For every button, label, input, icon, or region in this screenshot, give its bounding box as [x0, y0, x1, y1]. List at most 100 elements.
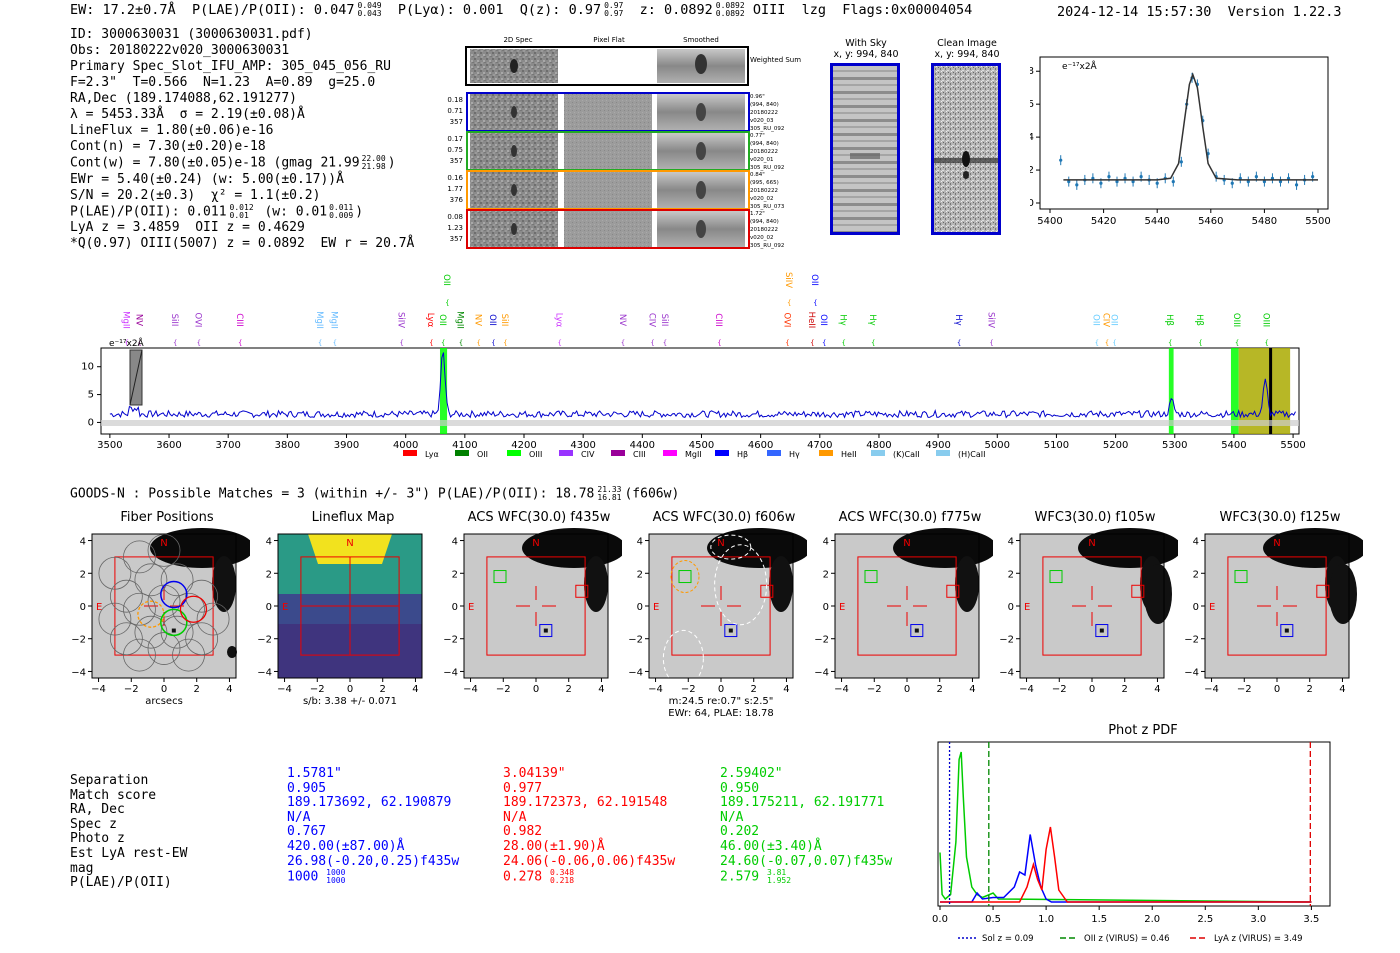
- legend-swatch: [936, 450, 950, 456]
- cutout-ytick-label: −4: [999, 667, 1014, 678]
- candidate-plae-range: 1000 1000: [326, 869, 345, 885]
- fiber-position: [196, 602, 230, 636]
- zoom-data-point: [1107, 175, 1111, 179]
- cutout-ytick-label: 4: [823, 537, 829, 548]
- cutout-panel: ACS WFC(30.0) f606w N E −4 −4 −2 −2 0 0 2 2 4 4 m:24.…: [627, 510, 807, 725]
- info-fwhm: F=2.3" T=0.566 N=1.23 A=0.89 g=25.0: [70, 75, 376, 90]
- candidate-value: 189.173692, 62.190879: [287, 795, 452, 811]
- candidate-value: 28.00(±1.90)Å: [503, 838, 605, 854]
- photz-xtick-label: 1.5: [1091, 914, 1107, 925]
- match-red: [1316, 584, 1330, 598]
- cutout-xtick-label: −4: [834, 684, 849, 695]
- cutout-panel: Lineflux Map N E −4 −4 −2 −2 0 0 2 2 4 4 s/b: 3.38 +/…: [256, 510, 436, 725]
- cutout-ytick-label: 0: [1008, 602, 1014, 613]
- spectral-line-label: OII: [809, 274, 819, 286]
- fiber-position: [160, 563, 194, 597]
- east-marker: E: [839, 602, 845, 613]
- cutout-ytick-label: 0: [637, 602, 643, 613]
- spectral-line-label: Hγ: [867, 314, 877, 325]
- match-red: [1131, 584, 1145, 598]
- north-marker: N: [160, 538, 167, 549]
- photz-plot: 0.0 0.5 1.0 1.5 2.0 2.5 3.0 3.5 Sol z = 0.09 OII…: [932, 741, 1331, 944]
- match-green: [1049, 570, 1063, 584]
- spectral-line-label: SiII: [659, 314, 669, 327]
- cutout-xtick-label: −4: [1019, 684, 1034, 695]
- spectral-line-label: OII: [818, 314, 828, 326]
- legend-label: MgII: [685, 450, 702, 459]
- candidate-value: 0.202: [720, 824, 760, 840]
- full-ytick-label: 10: [81, 362, 94, 373]
- spectral-line-label: HeII: [806, 312, 816, 329]
- info-sn: S/N = 20.2(±0.3) χ² = 1.1(±0.2): [70, 187, 321, 203]
- zoom-xtick-label: 5420: [1091, 216, 1116, 227]
- info-lineflux: LineFlux = 1.80(±0.06)e-16: [70, 123, 274, 138]
- cutout-caption-2: EWr: 64, PLAE: 18.78: [668, 708, 774, 719]
- cutout-ytick-label: −4: [71, 667, 86, 678]
- legend-swatch: [663, 450, 677, 456]
- zoom-data-point: [1311, 175, 1315, 179]
- full-spec-ticks: 3500 3600 3700 3800 3900 4000 4100 4200 4300 4400…: [81, 362, 1306, 451]
- weighted-sum-label: Weighted Sum: [750, 56, 801, 64]
- full-xtick-label: 3500: [97, 440, 122, 451]
- aperture-box: [486, 556, 586, 656]
- candidate-value: 26.98(-0.20,0.25)f435w: [287, 853, 460, 869]
- ellipse-catalog: [714, 544, 768, 626]
- cutout-xtick-label: 4: [1154, 684, 1160, 695]
- cutout-ytick-label: −4: [814, 667, 829, 678]
- cutout-title: WFC3(30.0) f105w: [1034, 510, 1156, 525]
- legend-swatch: [715, 450, 729, 456]
- candidate-plae-sup: 1000: [326, 868, 346, 878]
- spectral-line-label: Hγ: [953, 314, 963, 325]
- match-red: [575, 584, 589, 598]
- spectral-line-label: CIII: [713, 313, 723, 326]
- full-xtick-label: 4900: [925, 440, 950, 451]
- table-row-label: RA, Dec: [70, 802, 125, 818]
- info-contw: Cont(w) = 7.80(±0.05)e-18 (gmag 21.99: [70, 155, 360, 171]
- zoom-data-point: [1246, 179, 1250, 184]
- cutout-ytick-label: −4: [443, 667, 458, 678]
- goods-summary: GOODS-N : Possible Matches = 3 (within +…: [70, 486, 679, 502]
- row-source: [511, 145, 517, 157]
- east-marker: E: [1209, 602, 1215, 613]
- east-marker: E: [653, 602, 659, 613]
- info-lambda: λ = 5453.33Å σ = 2.19(±0.08)Å: [70, 107, 305, 122]
- cutout-xtick-label: 4: [598, 684, 604, 695]
- candidate-value: 1.5781": [287, 766, 342, 781]
- match-green: [864, 570, 878, 584]
- cutout-xtick-label: 2: [751, 684, 757, 695]
- candidate-value: N/A: [287, 809, 311, 825]
- spectral-line-tick: {: [1198, 339, 1202, 347]
- spectral-line-label: SiIV: [783, 272, 793, 288]
- masked-region-hatch: [129, 349, 143, 406]
- info-primary: Primary Spec_Slot_IFU_AMP: 305_045_056_R…: [70, 59, 391, 74]
- aperture-box: [114, 556, 214, 656]
- match-red: [946, 584, 960, 598]
- zoom-ytick-label: 4: [1030, 132, 1034, 143]
- photz-frame: [937, 741, 1331, 907]
- cutout-xtick-label: −2: [1237, 684, 1252, 695]
- cutout-image: N E −4 −4 −2 −2 0 0 2 2 4 4: [1184, 528, 1363, 695]
- candidate-value: 189.175211, 62.191771: [720, 795, 885, 811]
- compact-source: [171, 628, 176, 633]
- cutout-xtick-label: −4: [648, 684, 663, 695]
- bright-galaxy-2: [212, 556, 236, 612]
- cutout-ytick-label: −2: [999, 635, 1014, 646]
- cutout-ytick-label: −2: [1184, 635, 1199, 646]
- full-xtick-label: 4700: [807, 440, 832, 451]
- with-sky-header: With Sky x, y: 994, 840: [830, 38, 902, 60]
- spectral-line-label: NV: [133, 314, 143, 326]
- cutout-xtick-label: 2: [937, 684, 943, 695]
- photz-legend: Sol z = 0.09 OII z (VIRUS) = 0.46 LyA z (V…: [958, 934, 1303, 944]
- bright-galaxy-ir: [1329, 564, 1357, 624]
- candidate-column: 2.59402" 0.950 189.175211, 62.191771 N/A 0.2…: [720, 766, 892, 885]
- row-left-value: 357: [450, 118, 463, 126]
- candidate-plae-value: 1000: [287, 869, 327, 885]
- row-source: [511, 223, 517, 235]
- spectral-line-tick: {: [137, 339, 141, 347]
- cutout-xtick-label: −2: [1052, 684, 1067, 695]
- cutout-xtick-label: 0: [1274, 684, 1280, 695]
- spectral-line-tick: {: [650, 339, 654, 347]
- bright-galaxy-2: [955, 556, 979, 612]
- contw-end: ): [387, 155, 396, 171]
- spectral-line-label: CIII: [234, 313, 244, 326]
